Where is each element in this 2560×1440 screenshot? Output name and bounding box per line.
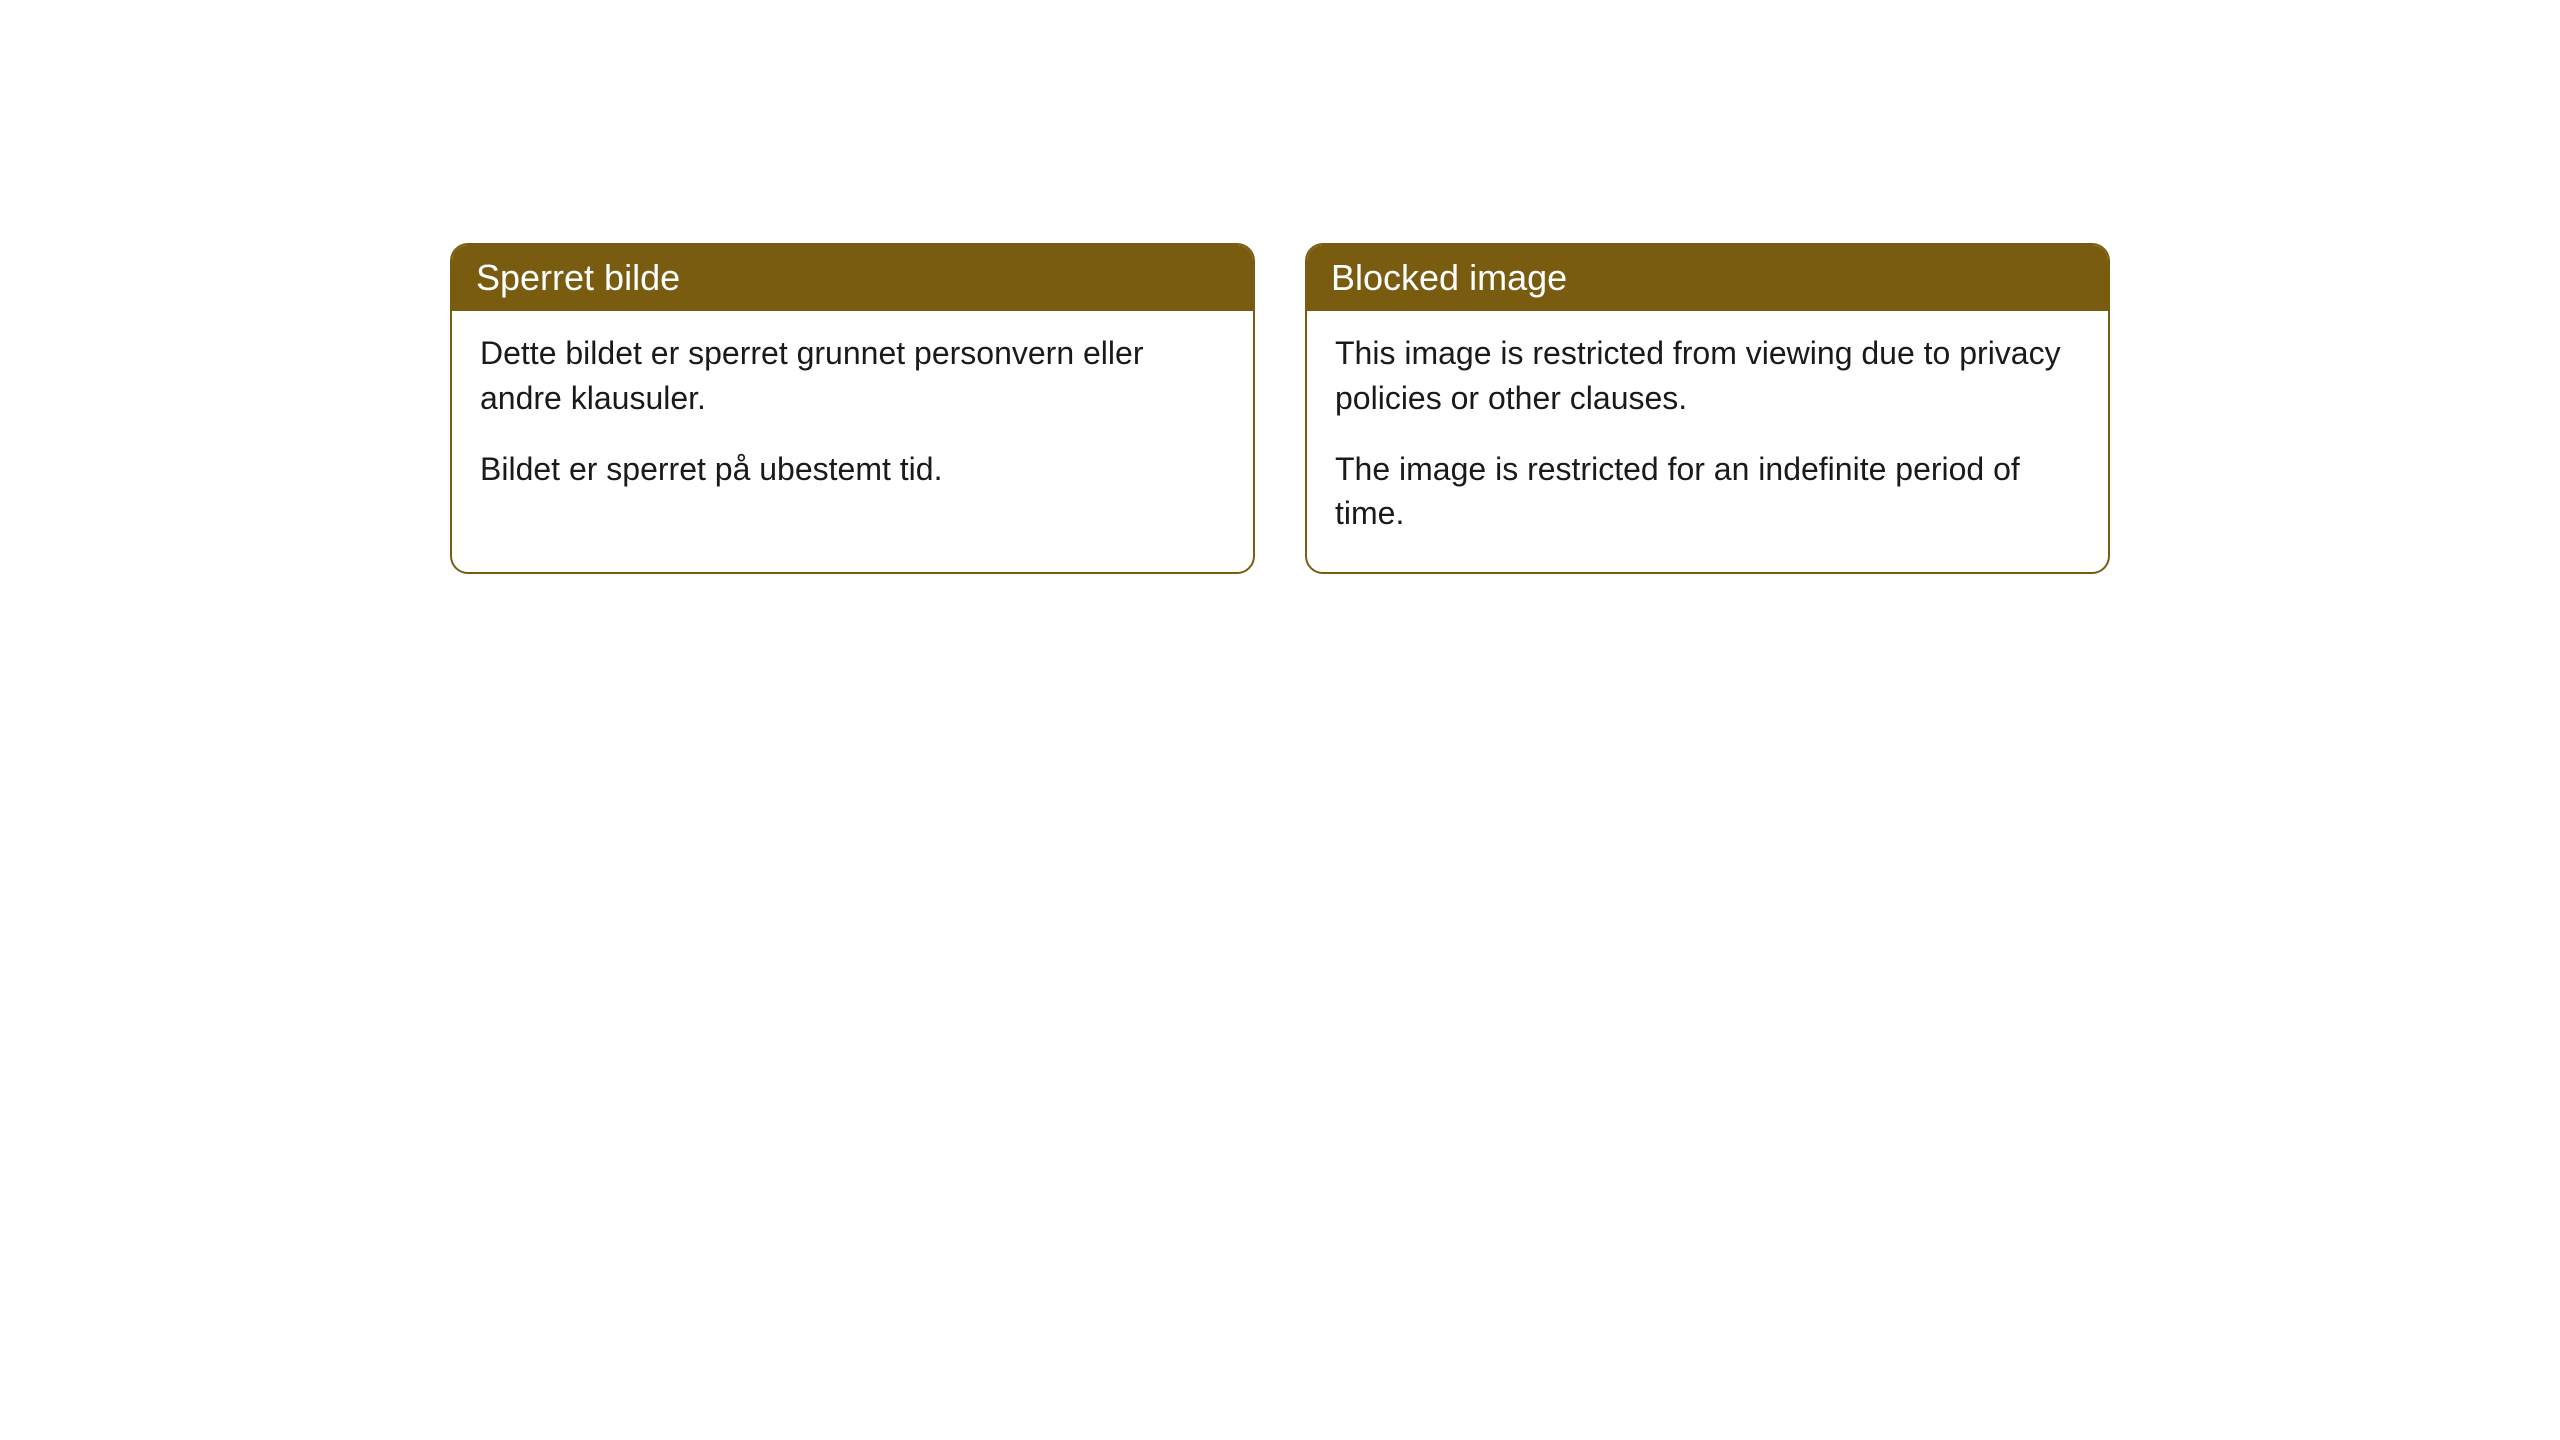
card-paragraph: The image is restricted for an indefinit…	[1335, 447, 2080, 537]
card-paragraph: Dette bildet er sperret grunnet personve…	[480, 331, 1225, 421]
card-body: Dette bildet er sperret grunnet personve…	[452, 311, 1253, 527]
notice-card-english: Blocked image This image is restricted f…	[1305, 243, 2110, 574]
card-header: Blocked image	[1307, 245, 2108, 311]
notice-cards-container: Sperret bilde Dette bildet er sperret gr…	[450, 243, 2110, 574]
card-paragraph: This image is restricted from viewing du…	[1335, 331, 2080, 421]
card-body: This image is restricted from viewing du…	[1307, 311, 2108, 572]
card-title: Blocked image	[1331, 257, 1567, 298]
card-header: Sperret bilde	[452, 245, 1253, 311]
notice-card-norwegian: Sperret bilde Dette bildet er sperret gr…	[450, 243, 1255, 574]
card-title: Sperret bilde	[476, 257, 680, 298]
card-paragraph: Bildet er sperret på ubestemt tid.	[480, 447, 1225, 492]
